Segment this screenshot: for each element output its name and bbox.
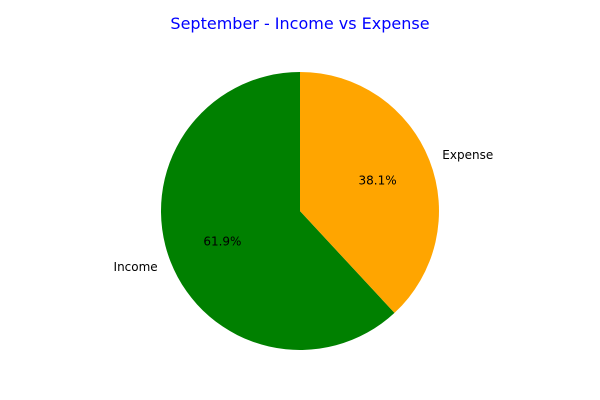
- slice-percent-income: 61.9%: [203, 235, 241, 249]
- pie-labels: Income 61.9% Expense 38.1%: [114, 148, 494, 274]
- chart-title: September - Income vs Expense: [170, 14, 429, 33]
- slice-label-income: Income: [114, 260, 158, 274]
- slice-label-expense: Expense: [442, 148, 493, 162]
- pie-slice-expense: [300, 72, 439, 313]
- slice-percent-expense: 38.1%: [359, 174, 397, 188]
- pie-slice-income: [160, 71, 395, 351]
- pie-slices: [160, 71, 439, 351]
